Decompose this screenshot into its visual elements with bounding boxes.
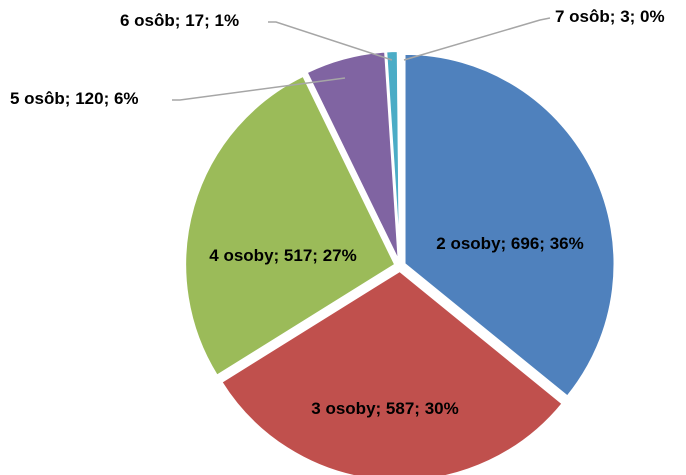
label-part: ; (630, 7, 640, 26)
label-part: 5 osôb (10, 89, 65, 108)
pie-slice (403, 52, 616, 398)
label-part: ; (539, 234, 549, 253)
label-part: 36% (550, 234, 584, 253)
label-part: ; (175, 11, 185, 30)
label-part: 696 (511, 234, 539, 253)
label-part: 3 osoby (311, 399, 376, 418)
label-part: ; (414, 399, 424, 418)
data-label: 6 osôb; 17; 1% (120, 11, 239, 30)
label-part: 27% (323, 246, 357, 265)
pie-slice (184, 74, 397, 378)
label-part: 587 (386, 399, 414, 418)
data-label: 3 osoby; 587; 30% (311, 399, 458, 418)
label-part: 17 (185, 11, 204, 30)
pie-slice (305, 50, 400, 262)
label-part: ; (274, 246, 284, 265)
label-part: ; (312, 246, 322, 265)
leader-line (268, 21, 393, 61)
label-part: 0% (640, 7, 665, 26)
label-part: ; (610, 7, 620, 26)
label-part: 517 (284, 246, 312, 265)
leader-line (403, 17, 551, 61)
label-part: 120 (75, 89, 103, 108)
label-part: ; (65, 89, 75, 108)
label-part: 2 osoby (436, 234, 501, 253)
label-part: ; (501, 234, 511, 253)
pie-slice (220, 269, 564, 475)
label-part: ; (104, 89, 114, 108)
leader-line (172, 77, 346, 101)
label-part: ; (376, 399, 386, 418)
label-part: 3 (620, 7, 629, 26)
data-label: 5 osôb; 120; 6% (10, 89, 139, 108)
label-part: 6% (114, 89, 139, 108)
label-part: 6 osôb (120, 11, 175, 30)
pie-slice (396, 50, 401, 262)
label-part: ; (204, 11, 214, 30)
label-part: 7 osôb (555, 7, 610, 26)
label-part: 4 osoby (209, 246, 274, 265)
label-part: 1% (215, 11, 240, 30)
label-part: 30% (425, 399, 459, 418)
data-label: 7 osôb; 3; 0% (555, 7, 665, 26)
data-label: 2 osoby; 696; 36% (436, 234, 583, 253)
data-label: 4 osoby; 517; 27% (209, 246, 356, 265)
